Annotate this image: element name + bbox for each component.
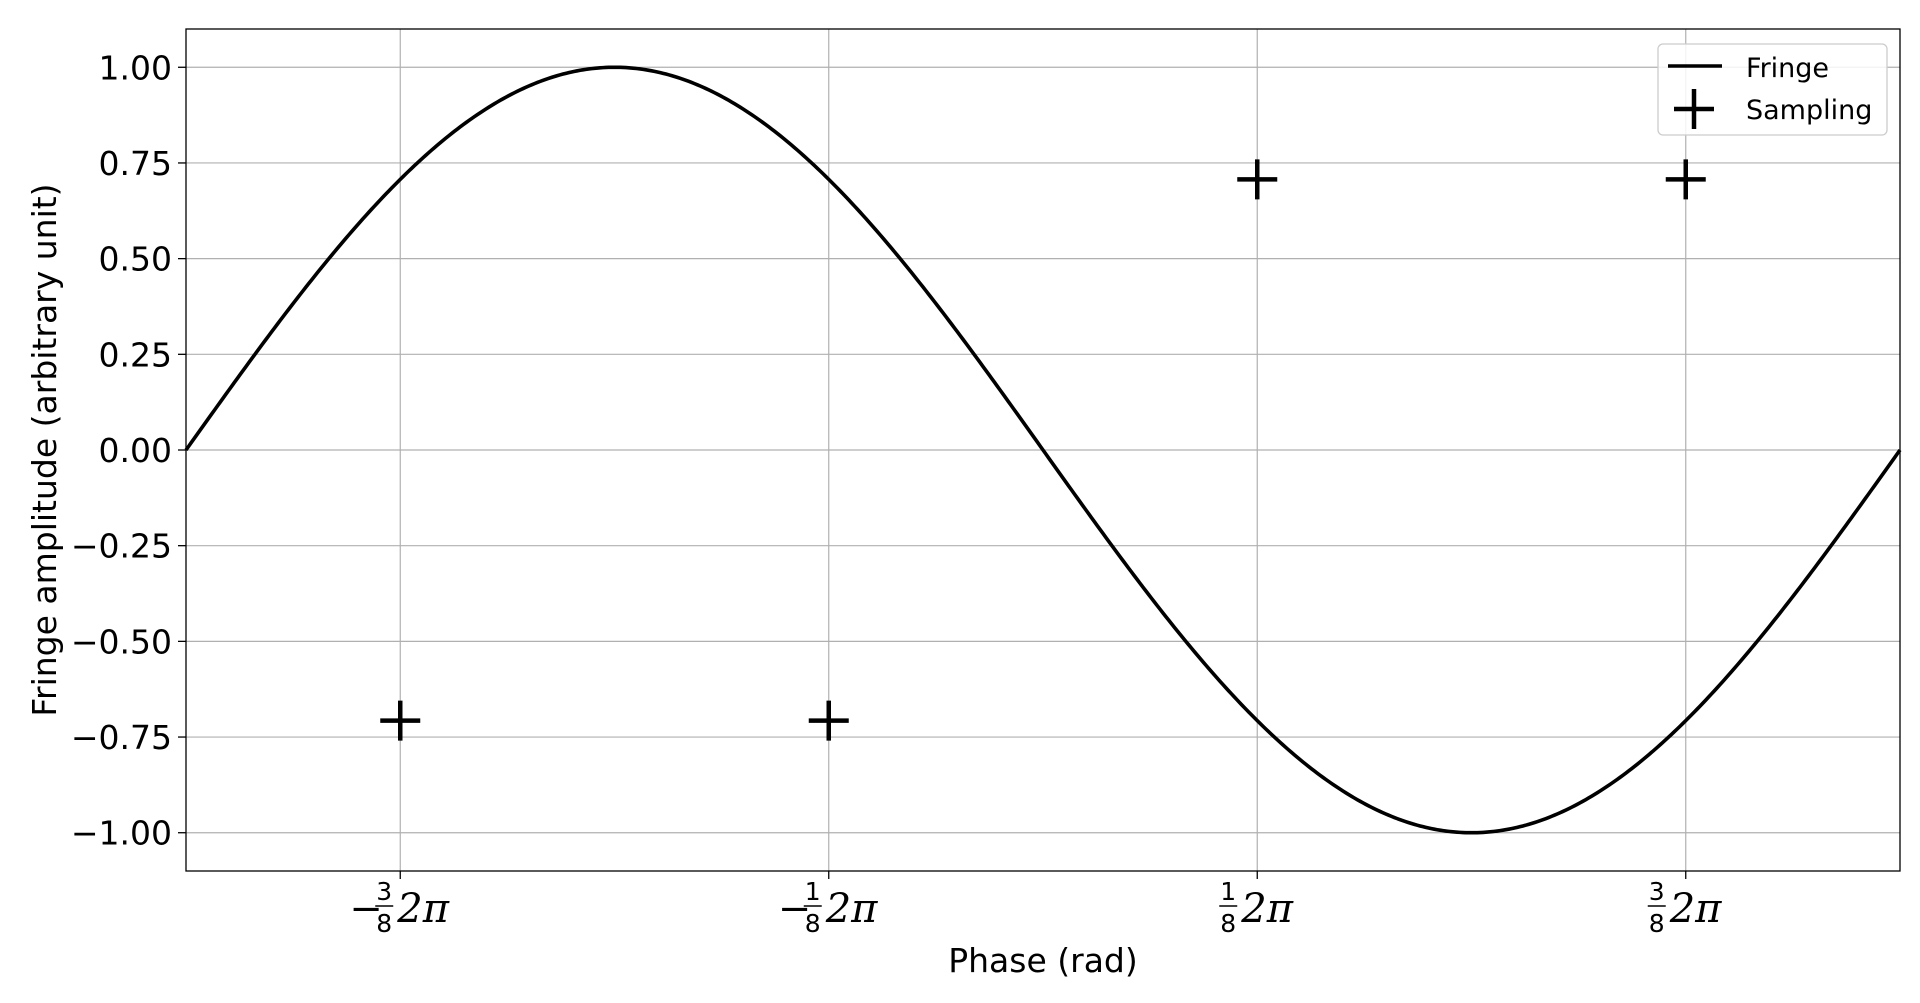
y-tick-label: −0.75 (71, 718, 172, 757)
x-tick-multiplier: 2π (1669, 886, 1722, 932)
y-tick-label: −0.50 (71, 622, 172, 661)
x-tick-label: −1 8 2π (778, 877, 878, 938)
x-tick-denominator: 8 (376, 909, 392, 938)
sampling-point (380, 700, 421, 741)
y-tick-label: 0.50 (99, 240, 172, 279)
sampling-point (808, 700, 849, 741)
y-axis-ticks: 1.00 0.75 0.50 0.25 0.00 −0.25 −0.50 −0.75 −1.00 (71, 48, 186, 853)
x-tick-sign: − (349, 886, 383, 932)
fringe-line (184, 65, 1902, 835)
y-tick-label: 0.75 (99, 144, 172, 183)
x-tick-denominator: 8 (1649, 909, 1665, 938)
x-tick-denominator: 8 (1220, 909, 1236, 938)
y-tick-label: −1.00 (71, 814, 172, 853)
legend-sampling-swatch (1674, 89, 1714, 129)
x-tick-denominator: 8 (805, 909, 821, 938)
legend-fringe-label: Fringe (1746, 53, 1829, 84)
x-tick-multiplier: 2π (1240, 886, 1293, 932)
x-axis-label: Phase (rad) (948, 941, 1138, 980)
legend-sampling-label: Sampling (1746, 95, 1872, 126)
x-tick-numerator: 1 (1220, 877, 1236, 906)
x-tick-label: 3 8 2π (1647, 877, 1722, 938)
x-axis-ticks: −38 2π −18 2π 18 2π 38 2π (349, 871, 1722, 938)
x-tick-label: 1 8 2π (1219, 877, 1294, 938)
x-tick-multiplier: 2π (396, 886, 449, 932)
sampling-point (1665, 159, 1706, 200)
sampling-series (380, 159, 1706, 741)
x-tick-numerator: 3 (1649, 877, 1665, 906)
x-tick-label: −3 8 2π (349, 877, 449, 938)
x-tick-numerator: 1 (805, 877, 821, 906)
x-tick-multiplier: 2π (825, 886, 878, 932)
fringe-series (184, 65, 1902, 835)
x-tick-numerator: 3 (376, 877, 392, 906)
sampling-point (1237, 159, 1278, 200)
y-tick-label: −0.25 (71, 527, 172, 566)
y-axis-label: Fringe amplitude (arbitrary unit) (25, 183, 64, 716)
y-tick-label: 1.00 (99, 48, 172, 87)
y-tick-label: 0.00 (99, 431, 172, 470)
y-tick-label: 0.25 (99, 335, 172, 374)
legend: Fringe Sampling (1657, 43, 1888, 136)
x-tick-sign: − (778, 886, 812, 932)
